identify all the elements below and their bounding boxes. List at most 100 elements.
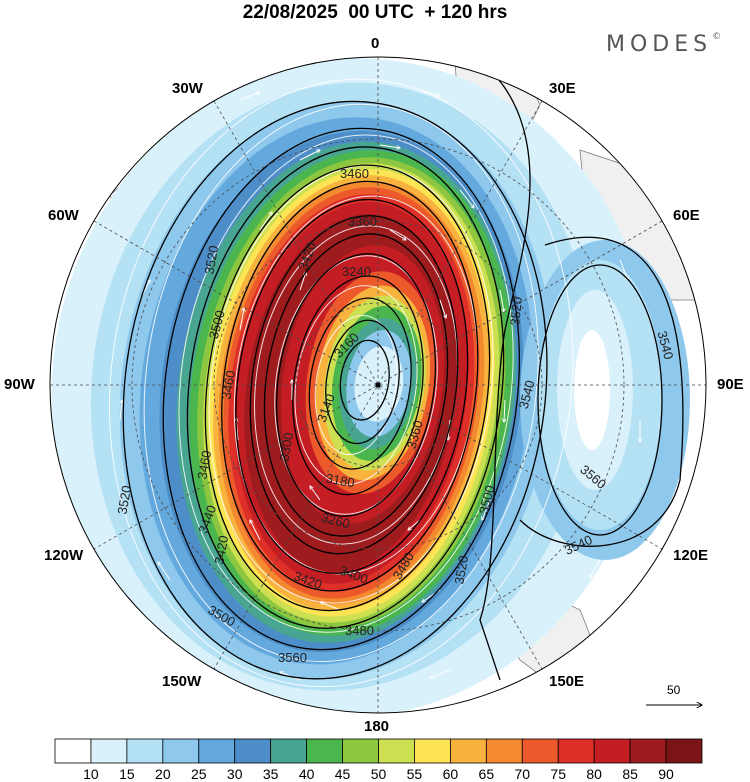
contour-label: 3500 — [206, 309, 228, 341]
contour-label: 3520 — [201, 244, 221, 275]
contour-label: 3520 — [114, 484, 134, 515]
colorbar-swatch — [378, 738, 415, 764]
wind-arrow — [408, 519, 421, 530]
wind-arrow — [259, 212, 272, 231]
contour-label: 3180 — [325, 471, 356, 491]
contour-label: 3540 — [516, 379, 538, 411]
colorbar-swatch — [665, 738, 703, 764]
wind-arrow — [250, 520, 261, 541]
colorbar-tick-label: 70 — [514, 766, 531, 782]
colorbar-tick-label: 20 — [155, 766, 171, 782]
contour-line — [235, 198, 469, 574]
graticule — [50, 57, 706, 713]
streamline — [108, 78, 574, 688]
colorbar-tick-label: 10 — [83, 766, 99, 782]
wind-arrow — [590, 559, 601, 578]
brand-logo: MODES© — [606, 32, 721, 57]
colorbar-swatch — [162, 738, 200, 764]
meridian-60e — [93, 220, 663, 550]
streamline — [274, 255, 438, 515]
contour-line — [308, 297, 412, 470]
contour-label: 3300 — [276, 431, 296, 462]
meridian-30 — [213, 100, 543, 670]
wind-arrow — [439, 299, 446, 318]
contour-label: 3360 — [348, 214, 377, 229]
wind-arrow — [499, 289, 504, 312]
copyright-mark: © — [712, 32, 722, 42]
lon-label-90w: 90W — [4, 376, 35, 393]
contour-line — [221, 180, 479, 592]
wind-arrow — [239, 92, 260, 101]
colorbar-tick-label: 35 — [262, 766, 279, 782]
lon-label-60e: 60E — [673, 207, 700, 224]
lon-label-150e: 150E — [549, 673, 585, 690]
colorbar-tick-label: 45 — [334, 766, 351, 782]
colorbar-swatch — [414, 738, 451, 764]
contour-label: 3460 — [218, 369, 238, 400]
contour-label: 3460 — [194, 449, 214, 480]
contour-line — [339, 339, 390, 421]
lon-label-120e: 120E — [673, 547, 709, 564]
reference-vector-label: 50 — [667, 683, 681, 697]
colorbar-tick-label: 75 — [550, 766, 567, 782]
wind-arrows — [119, 89, 640, 681]
colorbar-swatch — [126, 738, 164, 764]
colorbar-swatch — [629, 738, 667, 764]
streamline — [178, 134, 514, 633]
colorbar-tick-label: 40 — [298, 766, 315, 782]
contour-line — [249, 215, 459, 555]
contour-line — [186, 146, 505, 629]
wind-arrow — [310, 486, 321, 501]
contour-label: 3540 — [655, 329, 677, 361]
contour-label: 3360 — [404, 419, 426, 451]
wind-arrow — [619, 259, 628, 280]
colorbar-swatch — [54, 738, 92, 764]
wind-speed-shading — [51, 58, 653, 713]
wind-arrow — [482, 499, 491, 520]
contour-label: 3520 — [451, 554, 471, 585]
contour-line — [263, 233, 449, 537]
lon-label-0: 0 — [371, 35, 380, 52]
meridian-60 — [93, 220, 663, 550]
contour-label: 3460 — [340, 166, 369, 181]
colorbar-swatch — [521, 738, 559, 764]
height-contours — [122, 100, 548, 680]
contour-line-ridge — [537, 264, 663, 536]
colorbar-swatch — [234, 738, 272, 764]
colorbar-swatch — [270, 738, 308, 764]
latitude-circle — [131, 138, 625, 632]
streamline — [143, 103, 539, 663]
contour-line — [325, 319, 400, 445]
colorbar-tick-label: 60 — [442, 766, 459, 782]
wind-arrow — [459, 189, 474, 208]
map-disc — [50, 57, 706, 713]
contour-line — [122, 100, 548, 680]
wind-arrow — [239, 308, 244, 331]
contour-label: 3260 — [320, 510, 352, 532]
colorbar-tick-label: 25 — [190, 766, 207, 782]
lon-label-60w: 60W — [48, 207, 79, 224]
colorbar-tick-label: 85 — [622, 766, 638, 782]
colorbar-swatch — [198, 738, 236, 764]
wind-arrow — [320, 602, 341, 611]
colorbar-swatch — [90, 738, 128, 764]
colorbar-tick-label: 50 — [370, 766, 387, 782]
ridge-shading — [520, 240, 690, 560]
contour-line-east-3520 — [479, 69, 531, 681]
map-border — [49, 56, 707, 714]
contour-label: 3520 — [507, 296, 524, 326]
meridian-30e — [213, 100, 543, 670]
wind-arrow — [119, 400, 122, 421]
map-title: 22/08/2025 00 UTC + 120 hrs — [242, 2, 508, 23]
colorbar-swatch — [593, 738, 631, 764]
contour-line — [204, 164, 491, 612]
wind-arrow — [504, 399, 505, 422]
contour-label: 3240 — [342, 264, 371, 279]
colorbar-tick-label: 65 — [478, 766, 495, 782]
wind-arrow — [299, 150, 320, 161]
lon-label-30e: 30E — [549, 80, 576, 97]
contour-label: 3480 — [345, 623, 374, 638]
colorbar-tick-label: 15 — [119, 766, 135, 782]
colorbar-tick-label: 30 — [226, 766, 243, 782]
